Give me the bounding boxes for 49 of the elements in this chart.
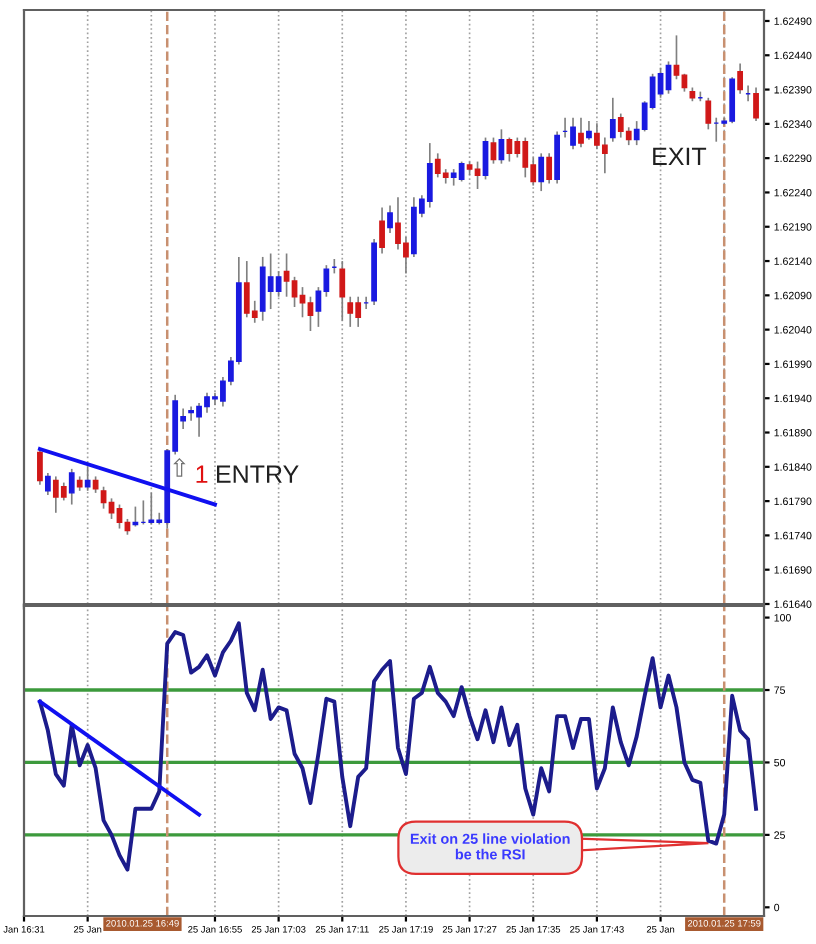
candlestick [609, 96, 616, 143]
candlestick [387, 204, 393, 234]
candlestick [204, 391, 210, 414]
candlestick [729, 76, 736, 125]
candlestick [355, 295, 362, 328]
candlestick [52, 475, 59, 514]
candlestick [275, 270, 282, 298]
line-series [37, 621, 758, 872]
candlestick [578, 116, 584, 149]
annotation: ⇧ [173, 457, 186, 477]
candlestick [570, 116, 576, 151]
candlestick [68, 468, 75, 506]
candlestick [426, 142, 433, 209]
candlestick [411, 196, 417, 258]
candlestick [188, 405, 194, 422]
candlestick [753, 86, 759, 122]
candlestick [339, 260, 346, 322]
annotation: 1 [196, 465, 208, 483]
candlestick [458, 160, 465, 183]
candlestick [554, 130, 561, 185]
candlestick [705, 96, 712, 131]
candlestick [594, 122, 600, 151]
candlestick [538, 152, 545, 192]
candlestick [522, 136, 529, 179]
candlestick [307, 295, 314, 332]
candlestick [84, 465, 91, 492]
candlestick [737, 62, 744, 95]
candlestick [283, 252, 290, 298]
candlestick [379, 206, 385, 255]
candlestick [243, 260, 250, 319]
candlestick [267, 252, 274, 310]
candlestick [44, 472, 51, 496]
candlestick [395, 196, 401, 251]
candlestick [586, 120, 592, 141]
candlestick [347, 295, 354, 328]
candlestick [259, 256, 266, 322]
candlestick [196, 402, 202, 438]
candlestick [474, 160, 481, 190]
candlestick [434, 152, 441, 179]
candlestick [673, 34, 680, 81]
candlestick [617, 112, 624, 139]
annotation: ENTRY [217, 465, 299, 483]
annotation: EXIT [653, 147, 707, 165]
candlestick [299, 286, 306, 319]
candlestick [506, 136, 513, 163]
candlestick [546, 152, 553, 185]
candlestick [148, 492, 155, 526]
candlestick [37, 448, 43, 486]
candlestick [601, 136, 608, 175]
